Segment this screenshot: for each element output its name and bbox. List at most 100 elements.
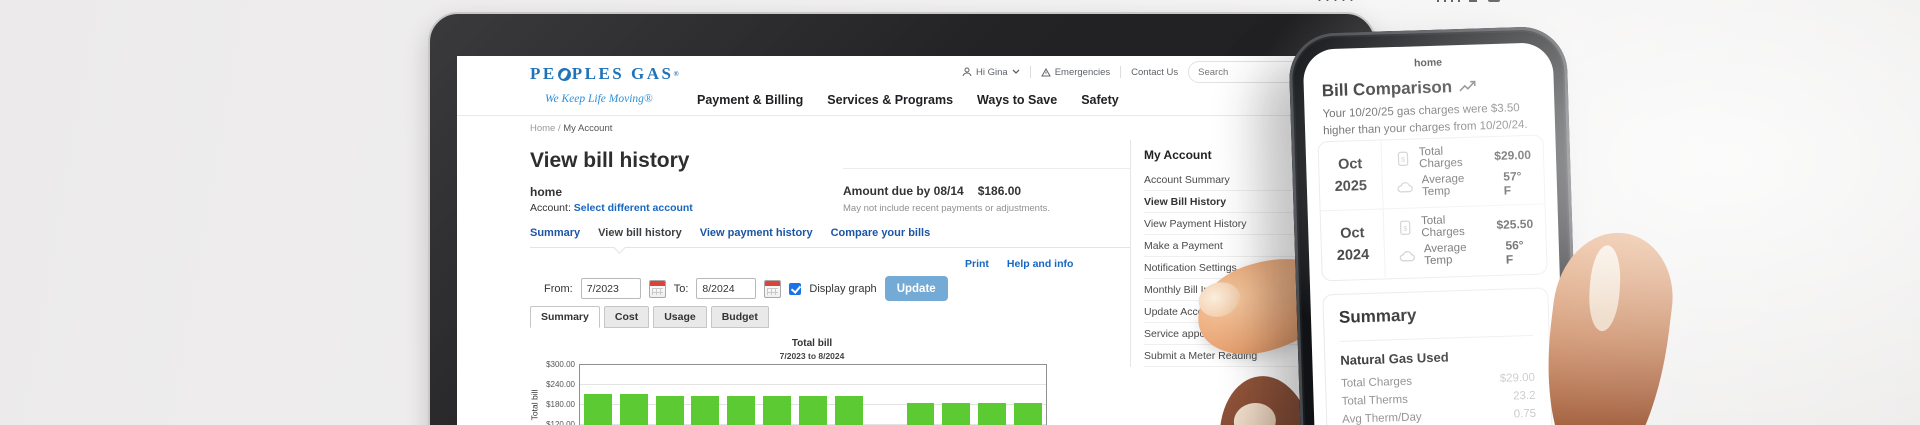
account-block: home Account: Select different account [530,184,693,217]
cropped-status-dots [1318,0,1353,1]
display-graph-checkbox[interactable] [789,282,802,295]
warning-triangle-icon [1040,67,1051,76]
chart-plot-bars [579,364,1047,425]
summary-row-value: 0.75 [1513,407,1537,421]
comparison-row: Oct 2024 $ Total Charges $25.50 Average … [1320,203,1547,280]
tab-view-bill-history[interactable]: View bill history [598,227,682,239]
emergencies-label: Emergencies [1054,66,1111,78]
view-tab-summary[interactable]: Summary [530,306,600,328]
chart-bar [583,394,612,425]
summary-row-label: Avg Therm/Day [1342,411,1422,425]
account-nickname: home [530,185,563,199]
dollar-bill-icon: $ [1399,220,1411,235]
chart-bar [619,394,648,425]
from-date-input[interactable] [580,278,641,299]
chart-bar [834,396,863,425]
from-label: From: [544,282,573,295]
summary-row-value: $29.00 [1499,371,1536,385]
search-box[interactable] [1188,61,1317,83]
dollar-bill-icon: $ [1397,151,1409,166]
sidebar-title: My Account [1144,148,1212,162]
summary-card: Summary Natural Gas Used Total Charges $… [1322,287,1555,425]
person-icon [962,67,972,77]
account-menu[interactable]: Hi Gina [962,67,1020,78]
chart-bar [799,396,827,425]
graph-view-tabs: Summary Cost Usage Budget [530,306,773,328]
view-tab-budget[interactable]: Budget [710,306,769,328]
summary-row-label: Total Charges [1340,375,1413,390]
sidebar-item-view-payment-history[interactable]: View Payment History [1144,213,1344,235]
account-label: Account: [530,202,574,215]
tab-compare-your-bills[interactable]: Compare your bills [830,227,931,239]
to-label: To: [673,282,689,295]
to-date-input[interactable] [696,278,757,299]
cropped-status-icons [1437,0,1500,2]
bar-slot [759,365,795,425]
view-tab-usage[interactable]: Usage [653,306,707,328]
month-label: Oct [1339,224,1365,242]
y-tick: $120.00 [546,420,575,425]
nav-ways-to-save[interactable]: Ways to Save [977,93,1058,107]
nav-safety[interactable]: Safety [1081,93,1119,107]
print-link[interactable]: Print [965,258,989,270]
page-title: View bill history [530,149,690,172]
month-label: Oct [1337,155,1363,173]
tab-view-payment-history[interactable]: View payment history [699,227,813,239]
bar-slot [867,365,903,425]
chart-subtitle: 7/2023 to 8/2024 [779,351,845,361]
emergencies-link[interactable]: Emergencies [1040,66,1111,78]
greeting-label: Hi Gina [976,66,1008,78]
divider [1120,66,1122,78]
peoples-gas-logo[interactable]: PE PLES GAS ® [530,64,679,84]
contact-us-link[interactable]: Contact Us [1131,67,1178,78]
date-filter-row: From: To: Display graph Update [544,276,948,301]
update-button[interactable]: Update [884,276,948,301]
view-tab-cost[interactable]: Cost [603,306,650,328]
total-charges-label: Total Charges [1418,145,1463,170]
chart-bar [727,396,756,425]
nav-payment-billing[interactable]: Payment & Billing [697,93,804,107]
svg-text:$: $ [1403,225,1407,232]
bar-slot [688,365,724,425]
total-charges-label: Total Charges [1420,214,1466,239]
help-and-info-link[interactable]: Help and info [1006,258,1074,270]
from-calendar-icon[interactable] [648,279,666,298]
y-tick: $300.00 [546,360,575,369]
total-bill-chart: Total bill 7/2023 to 8/2024 Total bill $… [457,338,1077,425]
sidebar-item-account-summary[interactable]: Account Summary [1144,169,1344,191]
nav-services-programs[interactable]: Services & Programs [827,93,954,107]
phone-screen: home Bill Comparison Your 10/20/25 gas c… [1302,42,1568,425]
average-temp-label: Average Temp [1421,173,1465,199]
contact-us-label: Contact Us [1131,66,1179,78]
to-calendar-icon[interactable] [764,279,782,298]
tab-summary[interactable]: Summary [530,227,581,239]
breadcrumb: Home / My Account [530,123,612,134]
phone-device: home Bill Comparison Your 10/20/25 gas c… [1288,25,1582,425]
breadcrumb-home[interactable]: Home [530,123,556,134]
average-temp-value: 57° F [1503,169,1522,198]
bar-slot [974,365,1010,425]
search-input[interactable] [1196,65,1281,79]
trend-up-arrow-icon [1459,80,1476,92]
logo-tagline: We Keep Life Moving® [545,93,653,105]
month-year: Oct 2025 [1318,140,1384,211]
divider [1029,66,1031,78]
bar-slot [831,365,867,425]
main-nav: Payment & Billing Services & Programs Wa… [697,93,1119,107]
bar-slot [1010,365,1046,425]
amount-due-block: Amount due by 08/14 $186.00 May not incl… [843,168,1130,214]
sidebar-item-view-bill-history[interactable]: View Bill History [1144,191,1344,213]
chevron-down-icon [1012,69,1020,74]
logo-text-prefix: PE [530,64,557,83]
sidebar-item-make-a-payment[interactable]: Make a Payment [1144,235,1344,257]
select-different-account-link[interactable]: Select different account [573,202,693,215]
section-tabs: Summary View bill history View payment h… [530,227,930,239]
chart-bar [978,403,1007,425]
action-links: Print Help and info [965,258,1073,270]
summary-row-value: 23.2 [1512,389,1536,403]
registered-mark: ® [673,70,679,78]
active-tab-notch [613,241,626,254]
chart-bar [1014,403,1043,425]
year-label: 2024 [1336,246,1370,264]
